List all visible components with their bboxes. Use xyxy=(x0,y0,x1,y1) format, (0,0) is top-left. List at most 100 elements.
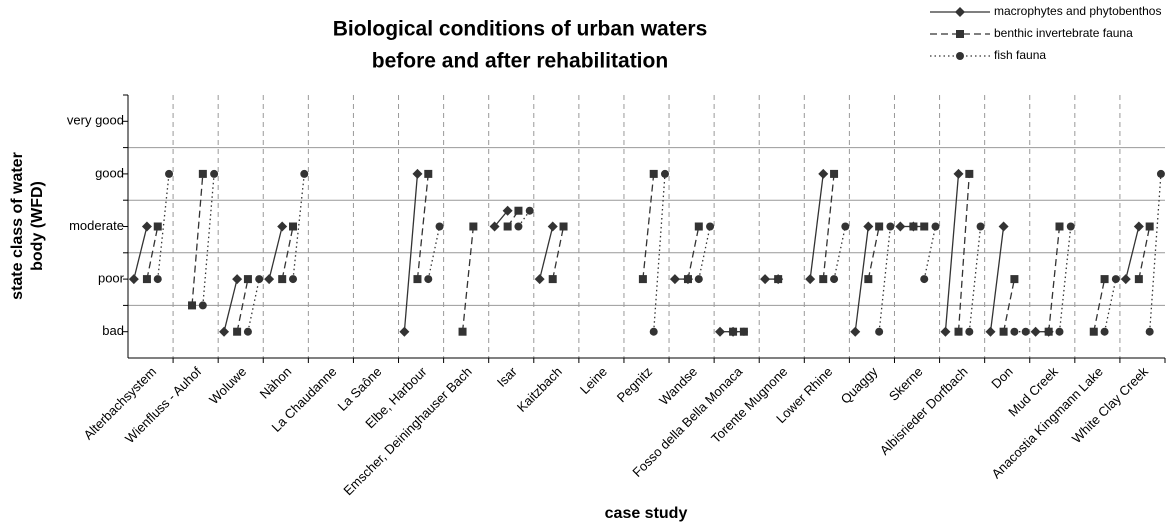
before-point xyxy=(142,275,151,284)
before-point xyxy=(714,326,725,337)
after-point xyxy=(1133,221,1144,232)
after-point xyxy=(1021,327,1030,336)
before-point xyxy=(489,221,500,232)
before-point xyxy=(188,301,197,310)
change-line xyxy=(539,226,554,280)
before-point xyxy=(649,327,658,336)
before-point xyxy=(760,274,771,285)
before-point xyxy=(729,327,738,336)
change-line xyxy=(944,173,960,332)
x-tick-label: Woluwe xyxy=(206,364,249,407)
before-point xyxy=(219,326,230,337)
before-point xyxy=(1089,327,1098,336)
before-point xyxy=(278,275,287,284)
after-point xyxy=(875,222,884,231)
after-point xyxy=(547,221,558,232)
before-point xyxy=(954,327,963,336)
x-tick-label: Kaitzbach xyxy=(514,364,565,415)
x-tick-label: Wandse xyxy=(656,364,700,408)
before-point xyxy=(1120,274,1131,285)
before-point xyxy=(774,275,783,284)
legend-marker xyxy=(956,52,964,60)
after-point xyxy=(1066,222,1075,231)
after-point xyxy=(830,169,839,178)
after-point xyxy=(424,169,433,178)
after-point xyxy=(435,222,444,231)
y-tick-label: very good xyxy=(67,113,124,128)
y-tick-label: bad xyxy=(102,323,124,338)
change-line xyxy=(191,173,204,306)
before-point xyxy=(534,274,545,285)
before-point xyxy=(548,275,557,284)
after-point xyxy=(243,275,252,284)
after-point xyxy=(818,168,829,179)
before-point xyxy=(819,275,828,284)
legend-marker xyxy=(955,7,965,17)
x-tick-label: Don xyxy=(988,364,1015,391)
x-tick-label: Albisrieder Dorfbach xyxy=(877,364,971,458)
change-line xyxy=(268,226,283,280)
before-point xyxy=(864,275,873,284)
after-point xyxy=(1111,275,1120,284)
legend-label: macrophytes and phytobenthos xyxy=(994,4,1161,18)
change-line xyxy=(968,226,982,332)
change-line xyxy=(867,226,880,280)
y-tick-label: poor xyxy=(98,271,125,286)
change-line xyxy=(1002,278,1016,332)
x-tick-label: Wienfluss - Auhof xyxy=(122,364,204,446)
after-point xyxy=(841,222,850,231)
before-point xyxy=(1145,327,1154,336)
before-point xyxy=(243,327,252,336)
change-line xyxy=(461,226,475,332)
after-point xyxy=(660,169,669,178)
before-point xyxy=(920,275,929,284)
change-line xyxy=(146,226,159,280)
before-point xyxy=(694,275,703,284)
after-point xyxy=(300,169,309,178)
before-point xyxy=(999,327,1008,336)
after-point xyxy=(965,169,974,178)
y-axis-title: state class of water xyxy=(9,152,26,300)
change-line xyxy=(642,173,655,280)
x-tick-label: Skerne xyxy=(886,364,926,404)
after-point xyxy=(920,222,929,231)
before-point xyxy=(638,275,647,284)
before-point xyxy=(128,274,139,285)
after-point xyxy=(232,274,243,285)
before-point xyxy=(1134,275,1143,284)
change-line xyxy=(1125,226,1140,280)
after-point xyxy=(514,206,523,215)
change-line xyxy=(957,173,970,332)
before-point xyxy=(830,275,839,284)
after-point xyxy=(1100,275,1109,284)
y-tick-label: good xyxy=(95,165,124,180)
before-point xyxy=(198,301,207,310)
change-line xyxy=(878,226,892,332)
change-line xyxy=(1149,173,1162,332)
before-point xyxy=(1010,327,1019,336)
before-point xyxy=(1055,327,1064,336)
after-point xyxy=(1010,275,1019,284)
change-line xyxy=(133,226,148,280)
y-tick-label: moderate xyxy=(69,218,124,233)
after-point xyxy=(469,222,478,231)
legend-marker xyxy=(956,30,964,38)
before-point xyxy=(399,326,410,337)
change-line xyxy=(809,173,824,280)
after-point xyxy=(153,222,162,231)
after-point xyxy=(953,168,964,179)
after-point xyxy=(502,205,513,216)
before-point xyxy=(458,327,467,336)
before-point xyxy=(153,275,162,284)
after-point xyxy=(255,275,264,284)
x-tick-label: Torente Mugnone xyxy=(708,364,790,446)
before-point xyxy=(413,275,422,284)
after-point xyxy=(863,221,874,232)
change-line xyxy=(1058,226,1072,332)
before-point xyxy=(850,326,861,337)
after-point xyxy=(165,169,174,178)
after-point xyxy=(1055,222,1064,231)
before-point xyxy=(1044,327,1053,336)
after-point xyxy=(525,206,534,215)
after-point xyxy=(886,222,895,231)
